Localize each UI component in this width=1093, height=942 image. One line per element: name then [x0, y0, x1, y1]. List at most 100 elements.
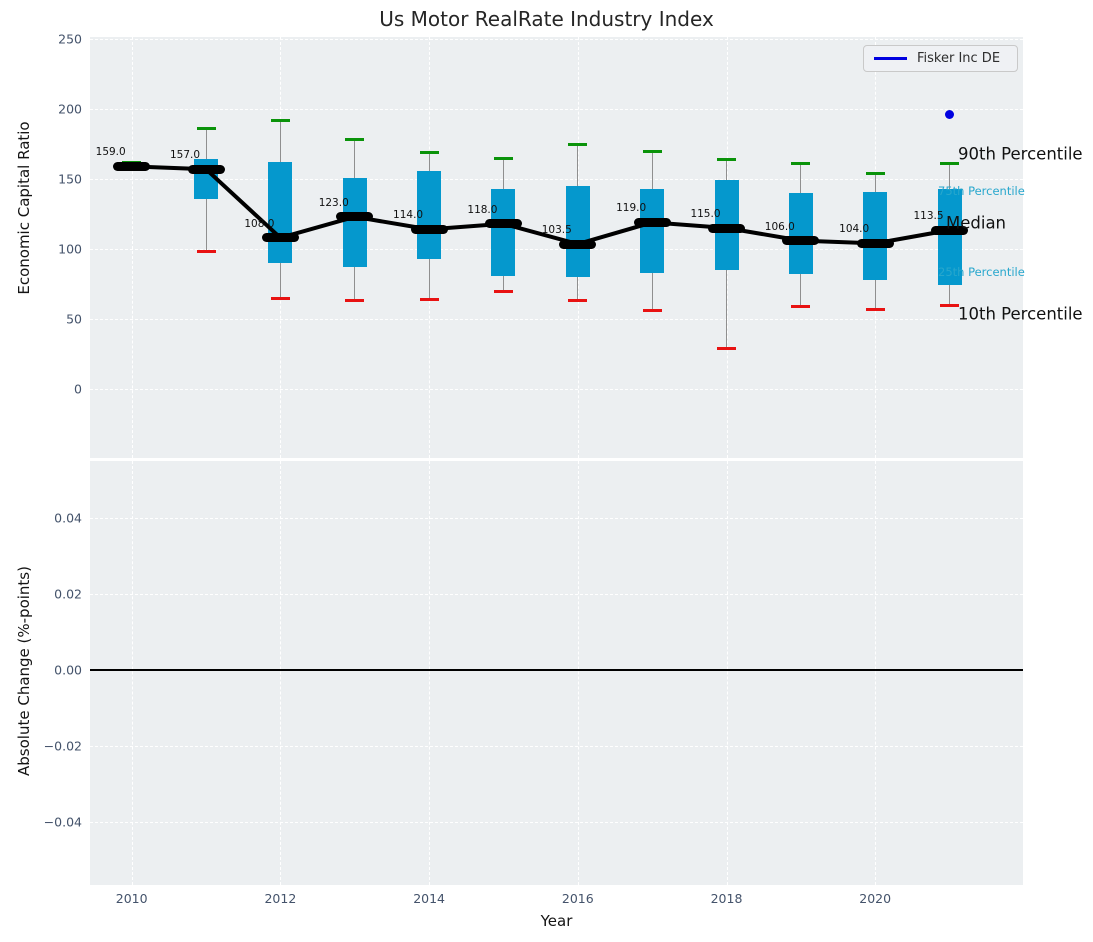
median-marker [484, 219, 522, 229]
gridline-horizontal [90, 249, 1023, 250]
median-value-label: 118.0 [467, 203, 498, 216]
median-marker [410, 224, 448, 234]
gridline-horizontal [90, 594, 1023, 595]
boxplot-cap-10th [865, 307, 885, 311]
median-polyline [131, 164, 950, 247]
gridline-vertical [577, 461, 579, 885]
median-marker [708, 223, 745, 233]
gridline-horizontal [90, 389, 1023, 390]
gridline-horizontal [90, 179, 1023, 180]
median-value-label: 108.0 [244, 217, 275, 230]
median-value-label: 123.0 [318, 196, 349, 209]
annotation-75th-percentile: 75th Percentile [938, 184, 1025, 198]
median-value-label: 106.0 [764, 220, 795, 233]
gridline-vertical [429, 461, 431, 885]
gridline-horizontal [90, 39, 1023, 40]
y-tick-label-top: 100 [58, 241, 82, 257]
boxplot-cap-10th [196, 250, 216, 254]
median-value-label: 104.0 [839, 223, 870, 236]
x-tick-label: 2010 [115, 891, 148, 906]
boxplot-box [417, 170, 442, 259]
median-value-label: 159.0 [95, 146, 126, 159]
y-tick-label-top: 250 [58, 31, 82, 47]
boxplot-box [863, 191, 888, 280]
y-tick-label-bottom: −0.02 [43, 738, 82, 754]
x-tick-label: 2018 [710, 891, 743, 906]
gridline-horizontal [90, 746, 1023, 747]
y-tick-label-bottom: 0.02 [54, 586, 82, 602]
boxplot-box [342, 177, 367, 268]
boxplot-box [788, 193, 813, 275]
median-value-label: 157.0 [170, 149, 201, 162]
gridline-vertical [726, 461, 728, 885]
fisker-data-point [945, 110, 955, 120]
boxplot-cap-10th [270, 296, 290, 300]
boxplot-cap-90th [865, 171, 885, 175]
y-tick-label-top: 150 [58, 171, 82, 187]
zero-reference-line [90, 669, 1023, 671]
y-tick-label-top: 0 [74, 381, 82, 397]
median-marker [782, 236, 820, 246]
gridline-vertical [131, 37, 133, 458]
median-value-label: 119.0 [616, 202, 647, 215]
gridline-vertical [131, 461, 133, 885]
gridline-horizontal [90, 319, 1023, 320]
boxplot-cap-10th [345, 299, 365, 303]
gridline-horizontal [90, 109, 1023, 110]
x-tick-label: 2012 [264, 891, 297, 906]
median-marker [559, 239, 597, 249]
x-axis-label: Year [540, 912, 573, 930]
boxplot-box [491, 188, 516, 276]
legend: Fisker Inc DE [863, 45, 1018, 72]
legend-line-swatch [874, 57, 907, 60]
bottom-plot-panel [90, 461, 1023, 885]
boxplot-cap-10th [493, 289, 513, 293]
annotation-10th-percentile: 10th Percentile [958, 304, 1083, 324]
x-tick-label: 2020 [859, 891, 892, 906]
y-tick-label-bottom: 0.00 [54, 662, 82, 678]
median-value-label: 103.5 [541, 224, 572, 237]
median-marker [931, 225, 969, 235]
annotation-median: Median [946, 213, 1007, 233]
boxplot-cap-10th [791, 304, 811, 308]
top-plot-panel: 159.0 157.0 108.0 123.0 114.0 118.0 103.5 119.0… [90, 37, 1023, 458]
median-value-label: 114.0 [393, 209, 424, 222]
gridline-vertical [280, 461, 282, 885]
gridline-horizontal [90, 822, 1023, 823]
boxplot-cap-90th [717, 157, 736, 161]
boxplot-cap-10th [717, 346, 736, 350]
boxplot-box [937, 188, 962, 286]
legend-label: Fisker Inc DE [917, 51, 1001, 66]
gridline-horizontal [90, 518, 1023, 519]
boxplot-cap-90th [345, 138, 365, 142]
annotation-90th-percentile: 90th Percentile [958, 144, 1083, 164]
y-tick-label-top: 200 [58, 101, 82, 117]
x-tick-label: 2016 [561, 891, 594, 906]
boxplot-cap-90th [568, 142, 588, 146]
boxplot-cap-90th [642, 149, 662, 153]
median-value-label: 113.5 [913, 210, 944, 223]
median-marker [856, 238, 894, 248]
boxplot-cap-10th [419, 297, 439, 301]
boxplot-cap-90th [270, 118, 290, 122]
x-tick-label: 2014 [413, 891, 445, 906]
y-tick-label-bottom: −0.04 [43, 814, 82, 830]
y-tick-label-bottom: 0.04 [54, 510, 82, 526]
boxplot-cap-90th [791, 162, 811, 166]
boxplot-cap-10th [642, 309, 662, 313]
boxplot-cap-90th [493, 156, 513, 160]
annotation-25th-percentile: 25th Percentile [938, 265, 1025, 279]
boxplot-cap-90th [196, 127, 216, 131]
boxplot-box [640, 188, 665, 273]
median-value-label: 115.0 [690, 208, 721, 220]
boxplot-cap-90th [940, 162, 960, 166]
page-title: Us Motor RealRate Industry Index [379, 7, 714, 31]
median-marker [187, 164, 225, 174]
y-axis-label-top: Economic Capital Ratio [15, 121, 33, 295]
y-tick-label-top: 50 [66, 311, 82, 327]
median-marker [261, 233, 299, 243]
boxplot-cap-10th [568, 299, 588, 303]
boxplot-cap-10th [940, 303, 960, 307]
boxplot-box [268, 162, 293, 263]
